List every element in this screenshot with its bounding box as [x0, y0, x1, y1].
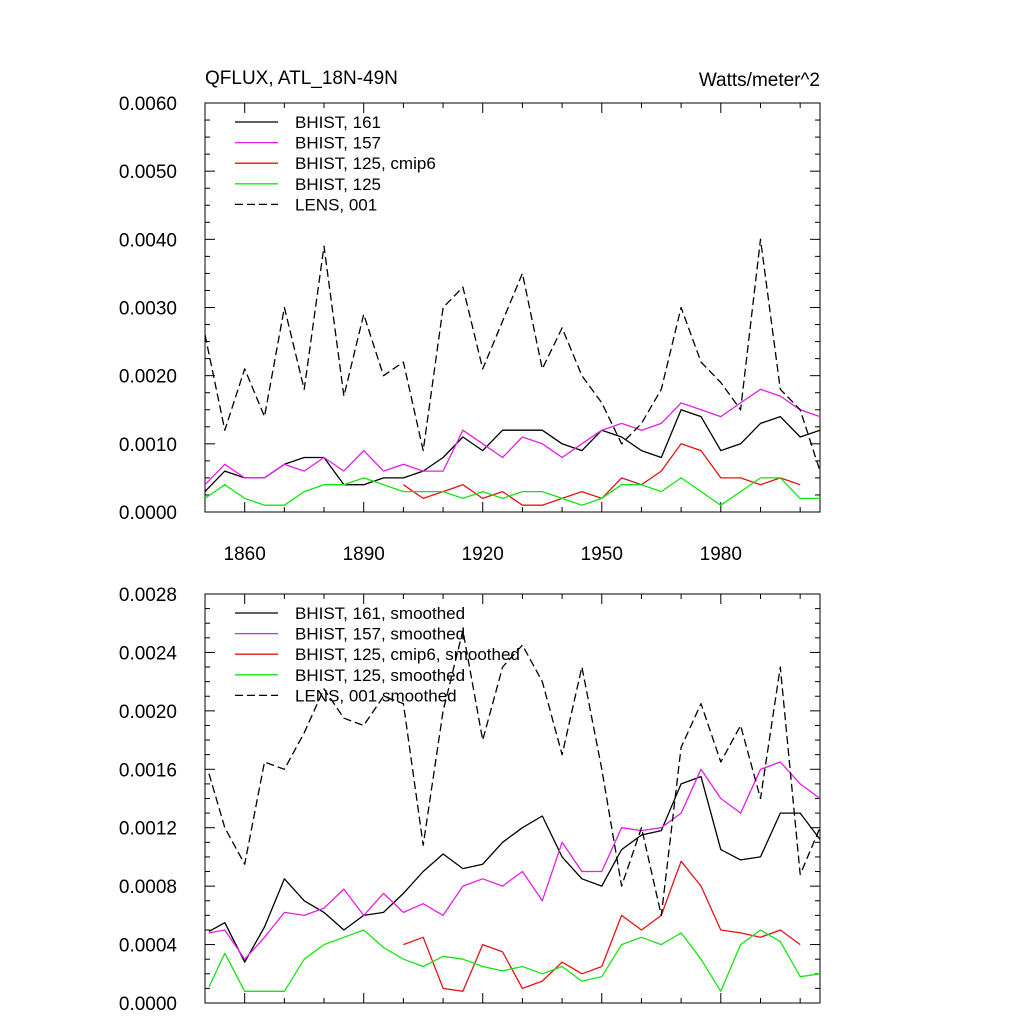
series-line-lens-001	[208, 629, 821, 917]
series-line-bhist-125-cmip6	[403, 860, 801, 992]
legend-label: LENS, 001 smoothed	[295, 686, 457, 705]
y-tick-label: 0.0020	[119, 702, 177, 723]
legend-label: BHIST, 125, smoothed	[295, 666, 465, 685]
legend-label: BHIST, 161	[295, 113, 381, 132]
series-line-bhist-157	[208, 761, 821, 960]
chart-title-left: QFLUX, ATL_18N-49N	[205, 68, 398, 89]
y-tick-label: 0.0028	[119, 585, 177, 606]
y-tick-label: 0.0016	[119, 760, 177, 781]
legend-label: BHIST, 125	[295, 175, 381, 194]
series-line-bhist-157	[204, 388, 821, 486]
top-panel: QFLUX, ATL_18N-49N Watts/meter^2 0.0000 0…	[119, 68, 821, 565]
y-tick-label: 0.0000	[119, 994, 177, 1015]
y-tick-label: 0.0010	[119, 435, 177, 456]
y-tick-label: 0.0024	[119, 643, 178, 664]
y-tick-label: 0.0020	[119, 367, 177, 388]
y-tick-label: 0.0004	[119, 936, 178, 957]
legend-label: BHIST, 157	[295, 134, 381, 153]
legend-label: BHIST, 157, smoothed	[295, 625, 465, 644]
series-line-bhist-161	[208, 775, 821, 963]
legend-label: LENS, 001	[295, 195, 377, 214]
x-tick-label: 1950	[581, 544, 623, 565]
y-tick-label: 0.0008	[119, 877, 177, 898]
series-line-lens-001	[204, 238, 821, 472]
series-line-bhist-161	[204, 409, 821, 493]
y-tick-label: 0.0050	[119, 162, 177, 183]
chart-units-label: Watts/meter^2	[699, 70, 820, 91]
x-tick-label: 1920	[462, 544, 504, 565]
y-tick-label: 0.0040	[119, 230, 177, 251]
x-tick-label: 1980	[700, 544, 742, 565]
x-tick-label: 1860	[224, 544, 266, 565]
y-tick-label: 0.0030	[119, 299, 177, 320]
y-tick-label: 0.0060	[119, 94, 177, 115]
x-tick-label: 1890	[343, 544, 385, 565]
y-tick-label: 0.0000	[119, 503, 177, 524]
series-line-bhist-125	[204, 477, 820, 506]
legend-label: BHIST, 161, smoothed	[295, 604, 465, 623]
series-line-bhist-125-cmip6	[403, 443, 801, 506]
y-tick-label: 0.0012	[119, 819, 177, 840]
legend-label: BHIST, 125, cmip6	[295, 154, 436, 173]
series-line-bhist-125	[208, 929, 821, 992]
legend-label: BHIST, 125, cmip6, smoothed	[295, 645, 520, 664]
bottom-panel: 0.0000 0.0004 0.0008 0.0012 0.0016 0.0020 0.00…	[119, 585, 821, 1015]
